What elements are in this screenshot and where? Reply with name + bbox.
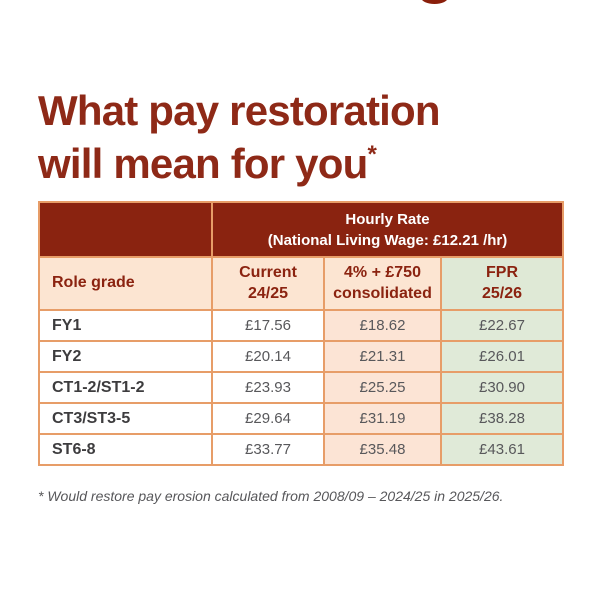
hourly-rate-header-line2: (National Living Wage: £12.21 /hr) xyxy=(267,231,508,249)
column-header-fpr-line1: FPR xyxy=(486,263,518,281)
title-asterisk: * xyxy=(367,141,377,169)
consolidated-rate-cell: £21.31 xyxy=(323,340,442,373)
column-header-fpr: FPR 25/26 xyxy=(440,256,564,311)
current-rate-cell: £29.64 xyxy=(211,402,325,435)
hourly-rate-header-line1: Hourly Rate xyxy=(345,210,430,228)
table-row-ct3-st3-5: CT3/ST3-5 £29.64 £31.19 £38.28 xyxy=(38,402,564,435)
pay-table: Hourly Rate (National Living Wage: £12.2… xyxy=(38,201,564,466)
role-grade-cell: FY2 xyxy=(38,340,213,373)
table-row-fy1: FY1 £17.56 £18.62 £22.67 xyxy=(38,309,564,342)
consolidated-rate-cell: £18.62 xyxy=(323,309,442,342)
column-header-current-line1: Current xyxy=(239,263,297,281)
column-header-role-grade-label: Role grade xyxy=(52,274,135,292)
page-title-line2: will mean for you xyxy=(38,140,368,188)
fpr-rate-cell: £43.61 xyxy=(440,433,564,466)
table-row-fy2: FY2 £20.14 £21.31 £26.01 xyxy=(38,340,564,373)
column-header-current: Current 24/25 xyxy=(211,256,325,311)
consolidated-rate-cell: £35.48 xyxy=(323,433,442,466)
fpr-rate-cell: £30.90 xyxy=(440,371,564,404)
fpr-rate-cell: £22.67 xyxy=(440,309,564,342)
table-row-st6-8: ST6-8 £33.77 £35.48 £43.61 xyxy=(38,433,564,466)
column-header-current-line2: 24/25 xyxy=(247,284,289,302)
group-header-spacer-cell xyxy=(38,201,213,258)
column-header-row: Role grade Current 24/25 4% + £750 conso… xyxy=(38,256,564,311)
current-rate-cell: £23.93 xyxy=(211,371,325,404)
consolidated-rate-cell: £31.19 xyxy=(323,402,442,435)
current-rate-cell: £17.56 xyxy=(211,309,325,342)
fpr-rate-cell: £26.01 xyxy=(440,340,564,373)
page-title: What pay restoration will mean for you* xyxy=(38,84,558,191)
group-header-row: Hourly Rate (National Living Wage: £12.2… xyxy=(38,201,564,258)
role-grade-cell: ST6-8 xyxy=(38,433,213,466)
current-rate-cell: £33.77 xyxy=(211,433,325,466)
footnote: * Would restore pay erosion calculated f… xyxy=(38,488,504,504)
role-grade-cell: CT1-2/ST1-2 xyxy=(38,371,213,404)
role-grade-cell: CT3/ST3-5 xyxy=(38,402,213,435)
consolidated-rate-cell: £25.25 xyxy=(323,371,442,404)
hourly-rate-header-cell: Hourly Rate (National Living Wage: £12.2… xyxy=(211,201,564,258)
current-rate-cell: £20.14 xyxy=(211,340,325,373)
column-header-role-grade: Role grade xyxy=(38,256,213,311)
fpr-rate-cell: £38.28 xyxy=(440,402,564,435)
cropped-logo-shape xyxy=(421,0,448,4)
table-row-ct1-2-st1-2: CT1-2/ST1-2 £23.93 £25.25 £30.90 xyxy=(38,371,564,404)
column-header-fpr-line2: 25/26 xyxy=(481,284,523,302)
column-header-consolidated-line1: 4% + £750 xyxy=(344,263,421,281)
column-header-consolidated-line2: consolidated xyxy=(333,284,432,302)
role-grade-cell: FY1 xyxy=(38,309,213,342)
column-header-consolidated: 4% + £750 consolidated xyxy=(323,256,442,311)
page-title-line1: What pay restoration xyxy=(38,87,441,135)
